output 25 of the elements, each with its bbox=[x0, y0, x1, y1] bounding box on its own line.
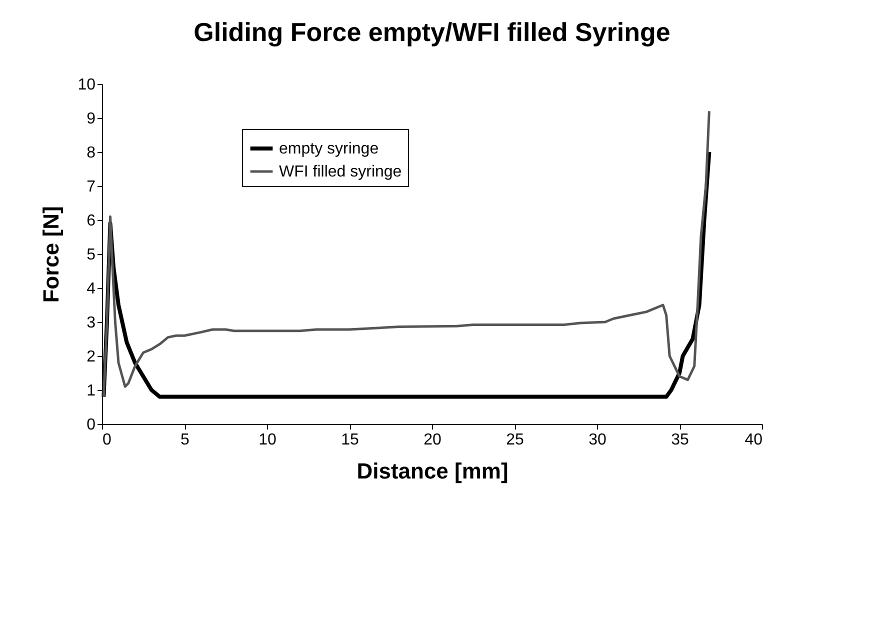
legend-label: WFI filled syringe bbox=[279, 164, 402, 180]
y-tick-label: 5 bbox=[86, 246, 96, 264]
legend-label: empty syringe bbox=[279, 140, 379, 158]
y-tick-label: 4 bbox=[86, 280, 96, 298]
x-tick-label: 5 bbox=[180, 432, 190, 448]
chart-title: Gliding Force empty/WFI filled Syringe bbox=[194, 17, 670, 47]
x-tick-label: 25 bbox=[506, 432, 524, 448]
x-tick-label: 0 bbox=[102, 432, 112, 448]
x-tick-label: 15 bbox=[341, 432, 359, 448]
x-tick-label: 40 bbox=[744, 432, 763, 448]
y-tick-label: 8 bbox=[86, 144, 96, 162]
x-tick-label: 35 bbox=[671, 432, 689, 448]
x-tick-label: 20 bbox=[424, 432, 442, 448]
x-axis-title: Distance [mm] bbox=[356, 458, 508, 484]
y-tick-label: 1 bbox=[86, 382, 96, 400]
x-tick-label: 30 bbox=[588, 432, 606, 448]
y-tick-label: 10 bbox=[78, 76, 96, 94]
y-tick-label: 3 bbox=[86, 314, 96, 332]
y-tick-label: 9 bbox=[86, 110, 96, 128]
y-tick-label: 2 bbox=[86, 348, 96, 366]
y-axis-title: Force [N] bbox=[38, 206, 64, 303]
x-tick-label: 10 bbox=[258, 432, 276, 448]
y-tick-label: 7 bbox=[86, 178, 96, 196]
y-tick-label: 0 bbox=[86, 416, 96, 434]
y-tick-label: 6 bbox=[86, 212, 96, 230]
